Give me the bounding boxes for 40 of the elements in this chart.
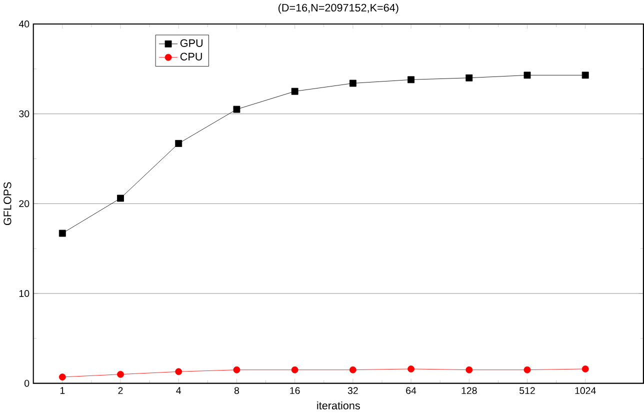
legend-label: GPU (180, 39, 202, 47)
point (291, 88, 298, 95)
y-tick-label: 20 (19, 200, 30, 208)
point (349, 366, 356, 374)
x-tick-label: 2 (118, 387, 123, 394)
point (349, 80, 356, 87)
x-tick-label: 1 (60, 387, 65, 394)
point (58, 374, 66, 380)
y-tick-label: 0 (24, 380, 30, 387)
x-axis-title: iterations (317, 401, 360, 410)
point (117, 194, 124, 202)
x-tick-label: 128 (462, 387, 477, 394)
point (408, 76, 414, 84)
point (175, 140, 182, 147)
x-tick-label: 1024 (575, 387, 596, 394)
point (233, 366, 240, 374)
y-tick-label: 40 (18, 20, 30, 28)
legend-label: CPU (180, 52, 202, 60)
point (466, 366, 473, 374)
point (582, 365, 589, 372)
x-tick-label: 512 (520, 387, 535, 394)
y-tick-label: 30 (19, 110, 30, 118)
x-tick-label: 4 (176, 387, 182, 394)
point (291, 366, 298, 374)
chart-title: (D=16,N=2097152,K=64) (278, 4, 398, 14)
point (524, 366, 531, 374)
point (524, 72, 531, 79)
point (58, 230, 66, 237)
point (233, 106, 240, 113)
point (408, 365, 414, 372)
x-tick-label: 64 (406, 387, 416, 394)
x-tick-label: 32 (348, 387, 358, 394)
y-tick-label: 10 (19, 290, 30, 297)
point (117, 370, 124, 378)
x-tick-label: 8 (234, 387, 239, 394)
point (466, 74, 473, 82)
point (175, 368, 182, 376)
x-tick-label: 16 (290, 387, 300, 394)
y-axis-title: GFLOPS (4, 182, 12, 226)
point (582, 72, 589, 79)
